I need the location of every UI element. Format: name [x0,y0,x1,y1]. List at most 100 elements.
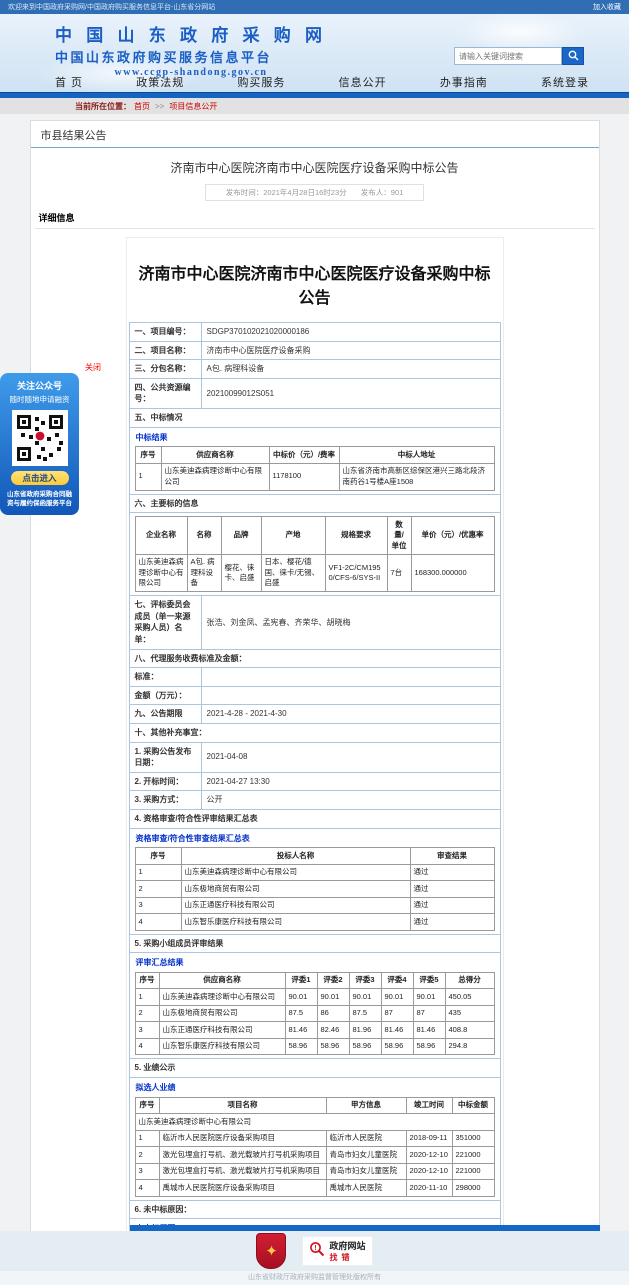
table-cell: 3 [134,1021,160,1039]
nav-item-purchase[interactable]: 购买服务 [237,77,286,89]
site-header: 中 国 山 东 政 府 采 购 网 中国山东政府购买服务信息平台 www.ccg… [0,14,629,92]
table-cell: 山东美迪森病理诊断中心有限公司 [134,1113,495,1131]
content-panel: 市县结果公告 济南市中心医院济南市中心医院医疗设备采购中标公告 发布时间：202… [29,120,600,1285]
table-cell: 221000 [451,1146,495,1164]
table-cell: 山东美迪森病理诊断中心有限公司 [134,553,188,593]
sub-section: 评审汇总结果 序号 供应商名称 评委1 评委2 评委3 评委4 评委5 总得分 1 山东美迪森病理… [128,952,501,1060]
search-button[interactable] [562,47,584,65]
nav-item-info[interactable]: 信息公开 [338,77,387,89]
table-cell: 87.5 [348,1004,382,1023]
qr-code-image [14,413,65,463]
field-label: 七、评标委员会成员（单一来源采购人员）名单： [128,595,202,650]
table-cell: 山东美迪森病理诊断中心有限公司 [158,988,286,1006]
table-cell: 58.96 [412,1037,446,1056]
table-cell: 90.01 [348,988,382,1006]
table-cell: 2 [134,1146,160,1164]
table-cell: 86 [316,1004,350,1023]
table-row: 序号 供应商名称 评委1 评委2 评委3 评委4 评委5 总得分 [134,971,495,990]
widget-caption: 山东省政府采购合同融资与履约保函服务平台 [7,491,72,508]
field-label: 一、项目编号： [128,322,202,342]
table-cell: 168300.000000 [410,553,495,593]
widget-enter-button[interactable]: 点击进入 [10,471,69,485]
section-header: 八、代理服务收费标准及金额： [128,648,501,669]
section-header-row: 5. 采购小组成员评审结果 [128,933,501,954]
table-cell: 临沂市人民医院医疗设备采购项目 [158,1129,327,1148]
sub-table-label: 资格审查/符合性审查结果汇总表 [135,833,250,843]
breadcrumb-home-link[interactable]: 首页 [134,101,150,111]
table-cell: 1 [134,462,162,491]
table-cell: 禹城市人民医院医疗设备采购项目 [158,1179,327,1197]
bid-result-table: 序号 供应商名称 中标价（元）/费率 中标人地址 1 山东美迪森病理诊断中心有限公司 117… [134,446,495,491]
add-favorite-link[interactable]: 加入收藏 [593,4,621,11]
section-header: 6. 未中标原因： [128,1199,501,1220]
table-cell: 450.05 [444,988,495,1006]
footer-blue-bar [130,1225,600,1231]
table-header-cell: 项目名称 [158,1096,327,1115]
widget-close-button[interactable]: 关闭 [85,363,101,372]
table-header-cell: 单价（元）/优惠率 [410,516,495,555]
field-value: 2021-04-08 [200,741,501,773]
table-row: 1 山东美迪森病理诊断中心有限公司 90.01 90.01 90.01 90.01 90.0… [134,988,495,1006]
qr-code [11,410,68,466]
table-cell: 山东智乐康医疗科技有限公司 [158,1037,286,1056]
site-logo: 中 国 山 东 政 府 采 购 网 中国山东政府购买服务信息平台 www.ccg… [55,21,327,78]
table-cell: 2018-09-11 [405,1129,453,1148]
gov-site-error-badge[interactable]: ! 政府网站 找错 [302,1236,373,1266]
table-cell: 日本、樱花/德国、徕卡/无锡、启盛 [260,553,326,593]
table-cell: 90.01 [316,988,350,1006]
site-subtitle: 中国山东政府购买服务信息平台 [55,50,273,65]
field-label: 2. 开标时间： [128,771,202,792]
nav-item-home[interactable]: 首 页 [55,77,84,89]
publish-meta: 发布时间：2021年4月28日16时23分 发布人：901 [204,184,425,201]
qualification-table: 序号 投标人名称 审查结果 1 山东美迪森病理诊断中心有限公司 通过 2 山东极地商贸有限公司… [134,847,495,931]
detail-table: 一、项目编号： SDGP370102021020000186 二、项目名称： 济南市… [128,322,501,1285]
table-header-cell: 企业名称 [134,516,188,555]
field-value [200,685,501,706]
table-cell: 2020-11-10 [405,1179,453,1197]
section-header: 4. 资格审查/符合性评审结果汇总表 [128,808,501,829]
table-cell: VF1-2C/CM1950/CFS-6/SYS-II [324,553,388,593]
section-header-row: 十、其他补充事宜： [128,723,501,743]
table-header-cell: 评委5 [412,971,446,990]
svg-text:!: ! [315,1245,317,1252]
table-cell: 82.46 [316,1021,350,1039]
table-row: 4 山东智乐康医疗科技有限公司 通过 [134,913,495,931]
table-cell: 1 [134,988,160,1006]
breadcrumb-separator: >> [155,101,165,111]
breadcrumb-current-link[interactable]: 项目信息公开 [169,101,218,111]
announcement-title: 济南市中心医院济南市中心医院医疗设备采购中标公告 [170,161,459,175]
table-cell: 青岛市妇女儿童医院 [325,1146,407,1164]
table-cell: 樱花、徕卡、启盛 [220,553,262,593]
search-input[interactable] [454,47,562,65]
sub-section: 拟选人业绩 序号 项目名称 甲方信息 竣工时间 中标金额 山东美迪森病理诊断中心有限公司 1… [128,1076,501,1201]
table-cell: 58.96 [284,1037,318,1056]
magnifier-icon: ! [309,1241,325,1262]
nav-item-login[interactable]: 系统登录 [541,77,589,89]
table-cell: 58.96 [380,1037,414,1056]
widget-title: 关注公众号 [16,381,62,391]
site-title: 中 国 山 东 政 府 采 购 网 [55,26,327,45]
table-cell: 81.96 [348,1021,382,1039]
table-row: 1 临沂市人民医院医疗设备采购项目 临沂市人民医院 2018-09-11 351000 [134,1129,495,1148]
section-header-row: 5. 业绩公示 [128,1058,501,1078]
table-row: 三、分包名称： A包. 病理科设备 [128,359,501,379]
table-cell: 221000 [451,1162,495,1181]
table-cell: 山东极地商贸有限公司 [180,880,411,898]
table-row: 3. 采购方式： 公开 [128,790,501,810]
table-cell: 临沂市人民医院 [325,1129,407,1148]
table-header-cell: 序号 [134,446,162,464]
search-box [454,47,584,65]
nav-item-guide[interactable]: 办事指南 [439,77,488,89]
table-cell: 1178100 [268,462,340,491]
nav-item-policy[interactable]: 政策法规 [136,77,185,89]
table-row: 3 山东正通医疗科技有限公司 81.46 82.46 81.96 81.46 81.46 40… [134,1021,495,1039]
sub-section: 资格审查/符合性审查结果汇总表 序号 投标人名称 审查结果 1 山东美迪森病理诊断中心有… [128,827,501,935]
section-header: 5. 业绩公示 [128,1058,501,1078]
table-cell: 2020-12-10 [405,1146,453,1164]
section-header: 5. 采购小组成员评审结果 [128,933,501,954]
section-header-row: 八、代理服务收费标准及金额： [128,648,501,669]
field-value: 2021-04-27 13:30 [200,771,501,792]
table-header-cell: 序号 [134,971,160,990]
field-label: 标准： [128,667,202,687]
publish-author: 发布人：901 [360,188,404,197]
